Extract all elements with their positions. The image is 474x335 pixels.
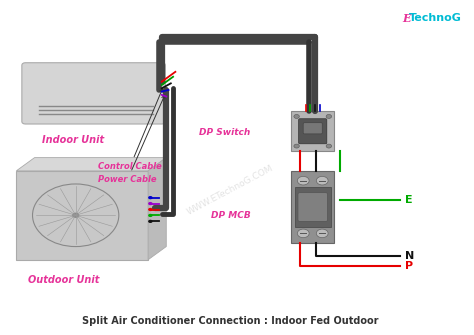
Text: Split Air Conditioner Connection : Indoor Fed Outdoor: Split Air Conditioner Connection : Indoo… — [82, 316, 378, 326]
FancyBboxPatch shape — [303, 123, 322, 134]
Text: E: E — [402, 13, 411, 24]
Circle shape — [326, 115, 332, 118]
Circle shape — [294, 144, 300, 148]
FancyBboxPatch shape — [22, 63, 165, 124]
Text: Outdoor Unit: Outdoor Unit — [28, 275, 100, 284]
Circle shape — [148, 202, 153, 205]
Text: Control Cable: Control Cable — [98, 88, 163, 171]
Text: WWW.ETechnoG.COM: WWW.ETechnoG.COM — [185, 164, 274, 217]
Circle shape — [148, 196, 153, 199]
Circle shape — [148, 220, 153, 223]
Circle shape — [72, 213, 79, 218]
FancyBboxPatch shape — [291, 112, 334, 151]
Text: P: P — [405, 261, 413, 271]
Circle shape — [294, 115, 300, 118]
Polygon shape — [17, 157, 166, 171]
Text: Power Cable: Power Cable — [98, 95, 165, 184]
Text: E: E — [405, 195, 412, 205]
Circle shape — [316, 229, 328, 238]
Circle shape — [148, 214, 153, 217]
Circle shape — [297, 229, 309, 238]
FancyBboxPatch shape — [295, 187, 331, 227]
Text: DP MCB: DP MCB — [210, 211, 250, 220]
FancyBboxPatch shape — [291, 171, 334, 243]
Circle shape — [326, 144, 332, 148]
Polygon shape — [148, 157, 166, 260]
Text: DP Switch: DP Switch — [199, 128, 250, 137]
Circle shape — [148, 208, 153, 211]
Circle shape — [316, 177, 328, 185]
Text: N: N — [405, 252, 414, 261]
FancyBboxPatch shape — [17, 171, 148, 260]
Text: TechnoG: TechnoG — [409, 13, 462, 23]
FancyBboxPatch shape — [298, 193, 328, 221]
FancyBboxPatch shape — [299, 119, 327, 144]
Text: Indoor Unit: Indoor Unit — [42, 135, 104, 145]
Circle shape — [297, 177, 309, 185]
